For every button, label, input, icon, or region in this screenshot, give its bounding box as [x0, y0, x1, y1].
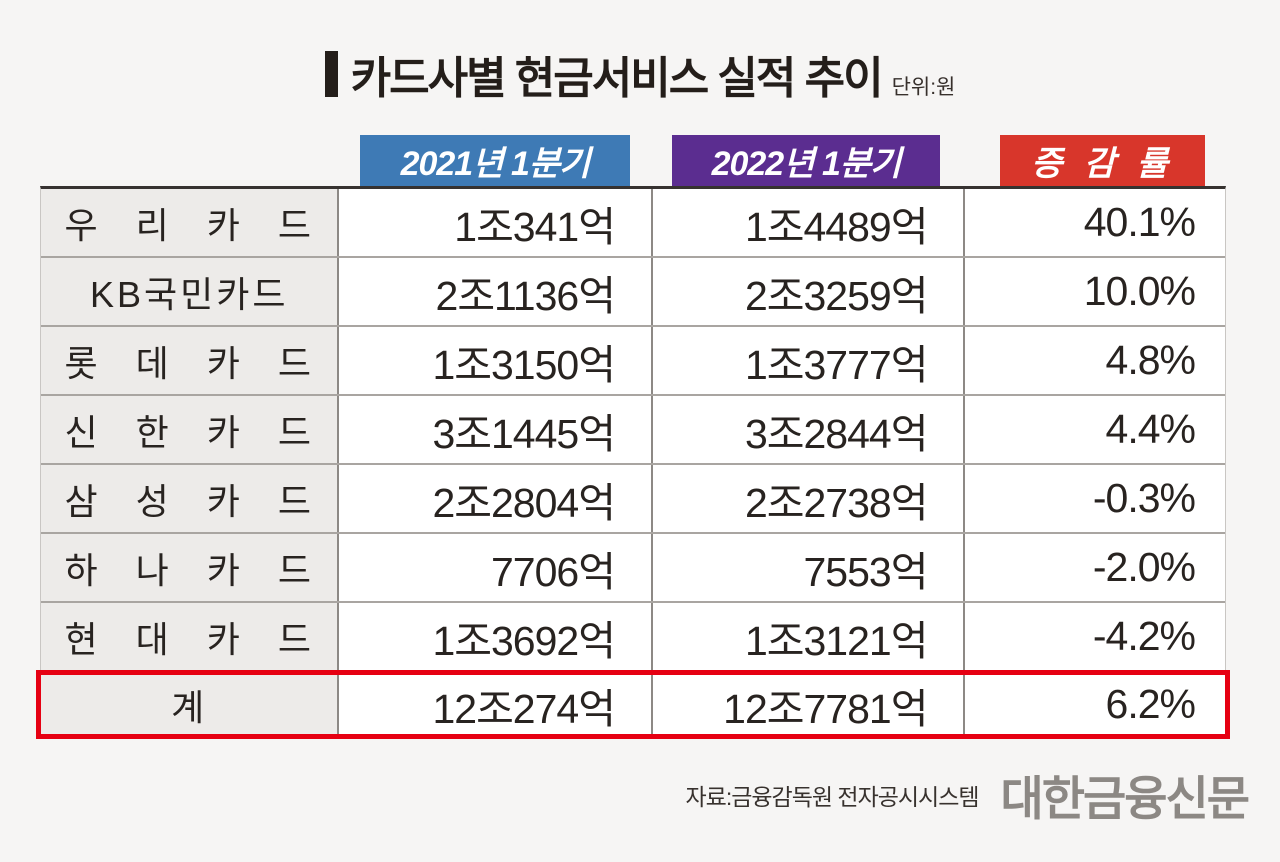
- value-2022-cell: 1조4489억: [650, 189, 964, 256]
- company-name-cell: 현 대 카 드: [41, 603, 338, 670]
- footer: 자료:금융감독원 전자공시시스템 대한금융신문: [0, 760, 1250, 829]
- change-rate-cell: -2.0%: [963, 534, 1225, 601]
- page-title: 카드사별 현금서비스 실적 추이: [350, 54, 884, 103]
- total-name-cell: 계: [41, 675, 338, 734]
- total-row: 계 12조274억 12조7781억 6.2%: [36, 670, 1230, 739]
- company-name-cell: 우 리 카 드: [41, 189, 338, 256]
- unit-label: 단위:원: [891, 76, 956, 99]
- value-2021-cell: 1조341억: [337, 189, 651, 256]
- table-row: KB국민카드 2조1136억 2조3259억 10.0%: [41, 258, 1225, 327]
- change-rate-cell: -0.3%: [963, 465, 1225, 532]
- total-2022-cell: 12조7781억: [650, 675, 964, 734]
- total-change-cell: 6.2%: [963, 675, 1225, 734]
- column-badge-2021: 2021년 1분기: [360, 135, 630, 186]
- change-rate-cell: 4.8%: [963, 327, 1225, 394]
- company-name-cell: 신 한 카 드: [41, 396, 338, 463]
- table-row: 롯 데 카 드 1조3150억 1조3777억 4.8%: [41, 327, 1225, 396]
- value-2022-cell: 2조3259억: [650, 258, 964, 325]
- table-row: 삼 성 카 드 2조2804억 2조2738억 -0.3%: [41, 465, 1225, 534]
- value-2021-cell: 3조1445억: [337, 396, 651, 463]
- value-2022-cell: 7553억: [650, 534, 964, 601]
- value-2022-cell: 1조3121억: [650, 603, 964, 670]
- table-row: 하 나 카 드 7706억 7553억 -2.0%: [41, 534, 1225, 603]
- value-2022-cell: 3조2844억: [650, 396, 964, 463]
- company-name-cell: KB국민카드: [41, 258, 338, 325]
- table-row: 신 한 카 드 3조1445억 3조2844억 4.4%: [41, 396, 1225, 465]
- change-rate-cell: -4.2%: [963, 603, 1225, 670]
- change-rate-cell: 10.0%: [963, 258, 1225, 325]
- title-row: 카드사별 현금서비스 실적 추이 단위:원: [0, 42, 1280, 106]
- company-name-cell: 롯 데 카 드: [41, 327, 338, 394]
- change-rate-cell: 40.1%: [963, 189, 1225, 256]
- change-rate-cell: 4.4%: [963, 396, 1225, 463]
- table-row: 현 대 카 드 1조3692억 1조3121억 -4.2%: [41, 603, 1225, 672]
- value-2021-cell: 2조1136억: [337, 258, 651, 325]
- total-2021-cell: 12조274억: [337, 675, 651, 734]
- value-2022-cell: 2조2738억: [650, 465, 964, 532]
- value-2021-cell: 2조2804억: [337, 465, 651, 532]
- value-2021-cell: 7706억: [337, 534, 651, 601]
- value-2021-cell: 1조3150억: [337, 327, 651, 394]
- table-row: 우 리 카 드 1조341억 1조4489억 40.1%: [41, 189, 1225, 258]
- company-name-cell: 하 나 카 드: [41, 534, 338, 601]
- source-label: 자료:금융감독원 전자공시시스템: [685, 783, 980, 810]
- value-2022-cell: 1조3777억: [650, 327, 964, 394]
- title-bar-icon: [324, 51, 338, 97]
- column-badge-2022: 2022년 1분기: [672, 135, 940, 186]
- value-2021-cell: 1조3692억: [337, 603, 651, 670]
- company-name-cell: 삼 성 카 드: [41, 465, 338, 532]
- table-body: 우 리 카 드 1조341억 1조4489억 40.1% KB국민카드 2조11…: [41, 189, 1225, 672]
- column-badge-rate: 증 감 률: [1000, 135, 1205, 186]
- publisher-logo: 대한금융신문: [1000, 772, 1250, 825]
- performance-table: 우 리 카 드 1조341억 1조4489억 40.1% KB국민카드 2조11…: [36, 186, 1230, 739]
